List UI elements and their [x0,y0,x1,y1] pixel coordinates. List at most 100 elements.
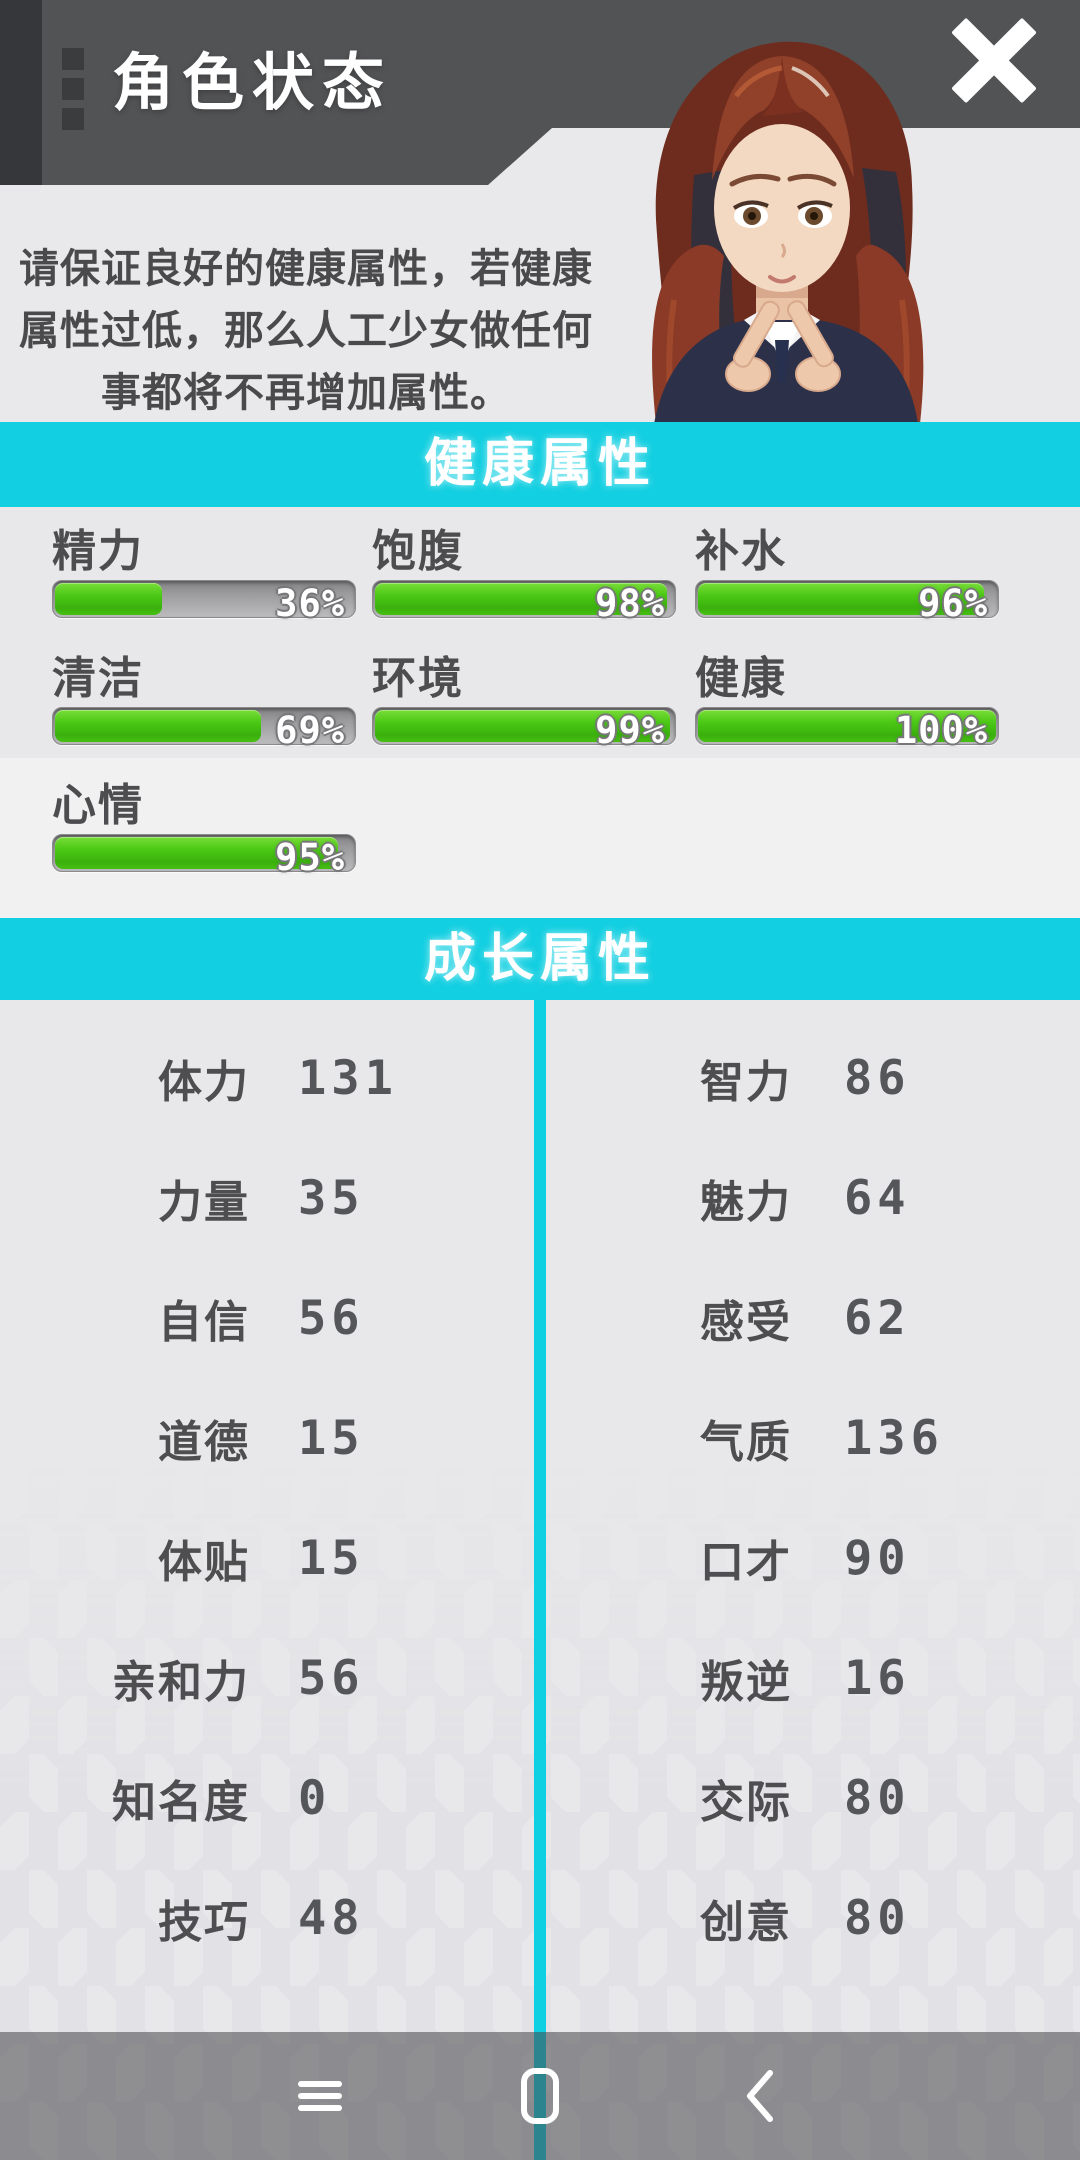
dot-icon [62,48,84,70]
growth-section-title: 成长属性 [423,930,656,988]
gauge-percent-value: 69% [275,709,345,752]
stat-label: 感受 [700,1298,792,1347]
stat-label: 知名度 [112,1778,250,1827]
intro-line: 事都将不再增加属性。 [101,371,511,415]
stat-value: 0 [298,1770,332,1826]
health-section: 精力 36% 饱腹 98% 补水 96% 清洁 69% 环境 99% 健康 [0,507,1080,918]
gauge-fill [55,837,338,869]
nav-back-button[interactable] [736,2066,784,2126]
home-icon [521,2068,559,2124]
gauge-bar: 99% [372,707,676,752]
stat-label: 气质 [700,1418,792,1467]
gauge-bar: 95% [52,834,356,879]
close-button[interactable] [944,17,1044,104]
stat-label: 口才 [700,1538,792,1587]
gauge-fill [55,710,261,742]
stat-label: 交际 [700,1778,792,1827]
stat-value: 90 [844,1530,911,1586]
stat-value: 15 [298,1410,365,1466]
gauge-bar: 36% [52,580,356,625]
stat-row: 创意 80 [546,1858,1080,1978]
health-gauge: 心情 95% [52,781,356,879]
stat-row: 力量 35 [0,1138,534,1258]
stat-row: 魅力 64 [546,1138,1080,1258]
gauge-percent-value: 99% [595,709,665,752]
recents-icon [298,2075,342,2117]
gauge-bar: 100% [695,707,999,752]
dot-icon [62,78,84,100]
gauge-label: 精力 [52,527,144,576]
stat-label: 道德 [158,1418,250,1467]
back-chevron-icon [747,2070,773,2122]
growth-section-banner: 成长属性 [0,918,1080,1000]
stat-label: 创意 [700,1898,792,1947]
stat-value: 80 [844,1890,911,1946]
nav-home-button[interactable] [516,2066,564,2126]
stat-row: 口才 90 [546,1498,1080,1618]
stat-value: 62 [844,1290,911,1346]
stat-row: 道德 15 [0,1378,534,1498]
stat-value: 56 [298,1650,365,1706]
gauge-bar: 69% [52,707,356,752]
health-gauge: 精力 36% [52,527,356,625]
dot-icon [62,108,84,130]
stat-row: 自信 56 [0,1258,534,1378]
health-gauge: 补水 96% [695,527,999,625]
growth-section: 体力 131 力量 35 自信 56 道德 15 体贴 15 亲和力 56 知名… [0,1000,1080,2160]
gauge-bar: 96% [695,580,999,625]
stat-value: 15 [298,1530,365,1586]
stat-row: 技巧 48 [0,1858,534,1978]
gauge-fill [55,583,162,615]
gauge-fill [375,710,670,742]
gauge-fill [698,710,996,742]
stat-row: 知名度 0 [0,1738,534,1858]
stat-value: 86 [844,1050,911,1106]
stat-value: 56 [298,1290,365,1346]
android-nav-bar [0,2032,1080,2160]
intro-text: 请保证良好的健康属性，若健康 属性过低，那么人工少女做任何 事都将不再增加属性。 [6,238,606,424]
header-banner: 角色状态 [0,0,1080,185]
stat-row: 感受 62 [546,1258,1080,1378]
gauge-label: 环境 [372,654,464,703]
stat-label: 智力 [700,1058,792,1107]
stat-value: 35 [298,1170,365,1226]
stat-row: 智力 86 [546,1018,1080,1138]
header-accent-strip [0,0,42,185]
stat-value: 131 [298,1050,398,1106]
stat-value: 48 [298,1890,365,1946]
gauge-label: 清洁 [52,654,144,703]
stat-row: 气质 136 [546,1378,1080,1498]
stat-label: 魅力 [700,1178,792,1227]
page-title: 角色状态 [112,49,393,118]
stat-row: 叛逆 16 [546,1618,1080,1738]
stat-label: 自信 [158,1298,250,1347]
health-gauge: 健康 100% [695,654,999,752]
stat-row: 亲和力 56 [0,1618,534,1738]
column-divider [534,1000,546,2160]
intro-line: 请保证良好的健康属性，若健康 [19,247,593,291]
gauge-label: 补水 [695,527,787,576]
character-avatar [652,41,924,424]
stat-label: 力量 [158,1178,250,1227]
stat-row: 体贴 15 [0,1498,534,1618]
stat-value: 136 [844,1410,944,1466]
gauge-percent-value: 96% [918,582,988,625]
health-section-title: 健康属性 [423,435,656,493]
intro-line: 属性过低，那么人工少女做任何 [19,309,593,353]
health-section-banner: 健康属性 [0,422,1080,507]
gauge-label: 健康 [695,654,787,703]
gauge-label: 心情 [52,781,144,830]
stat-label: 叛逆 [700,1658,792,1707]
gauge-bar: 98% [372,580,676,625]
nav-recents-button[interactable] [296,2066,344,2126]
stat-label: 体力 [158,1058,250,1107]
header-dots-decoration [62,48,86,138]
gauge-percent-value: 95% [275,836,345,879]
stat-label: 体贴 [158,1538,250,1587]
gauge-percent-value: 100% [894,709,988,752]
gauge-fill [375,583,667,615]
stat-value: 16 [844,1650,911,1706]
gauge-label: 饱腹 [372,527,464,576]
stat-label: 亲和力 [112,1658,250,1707]
health-gauge: 环境 99% [372,654,676,752]
